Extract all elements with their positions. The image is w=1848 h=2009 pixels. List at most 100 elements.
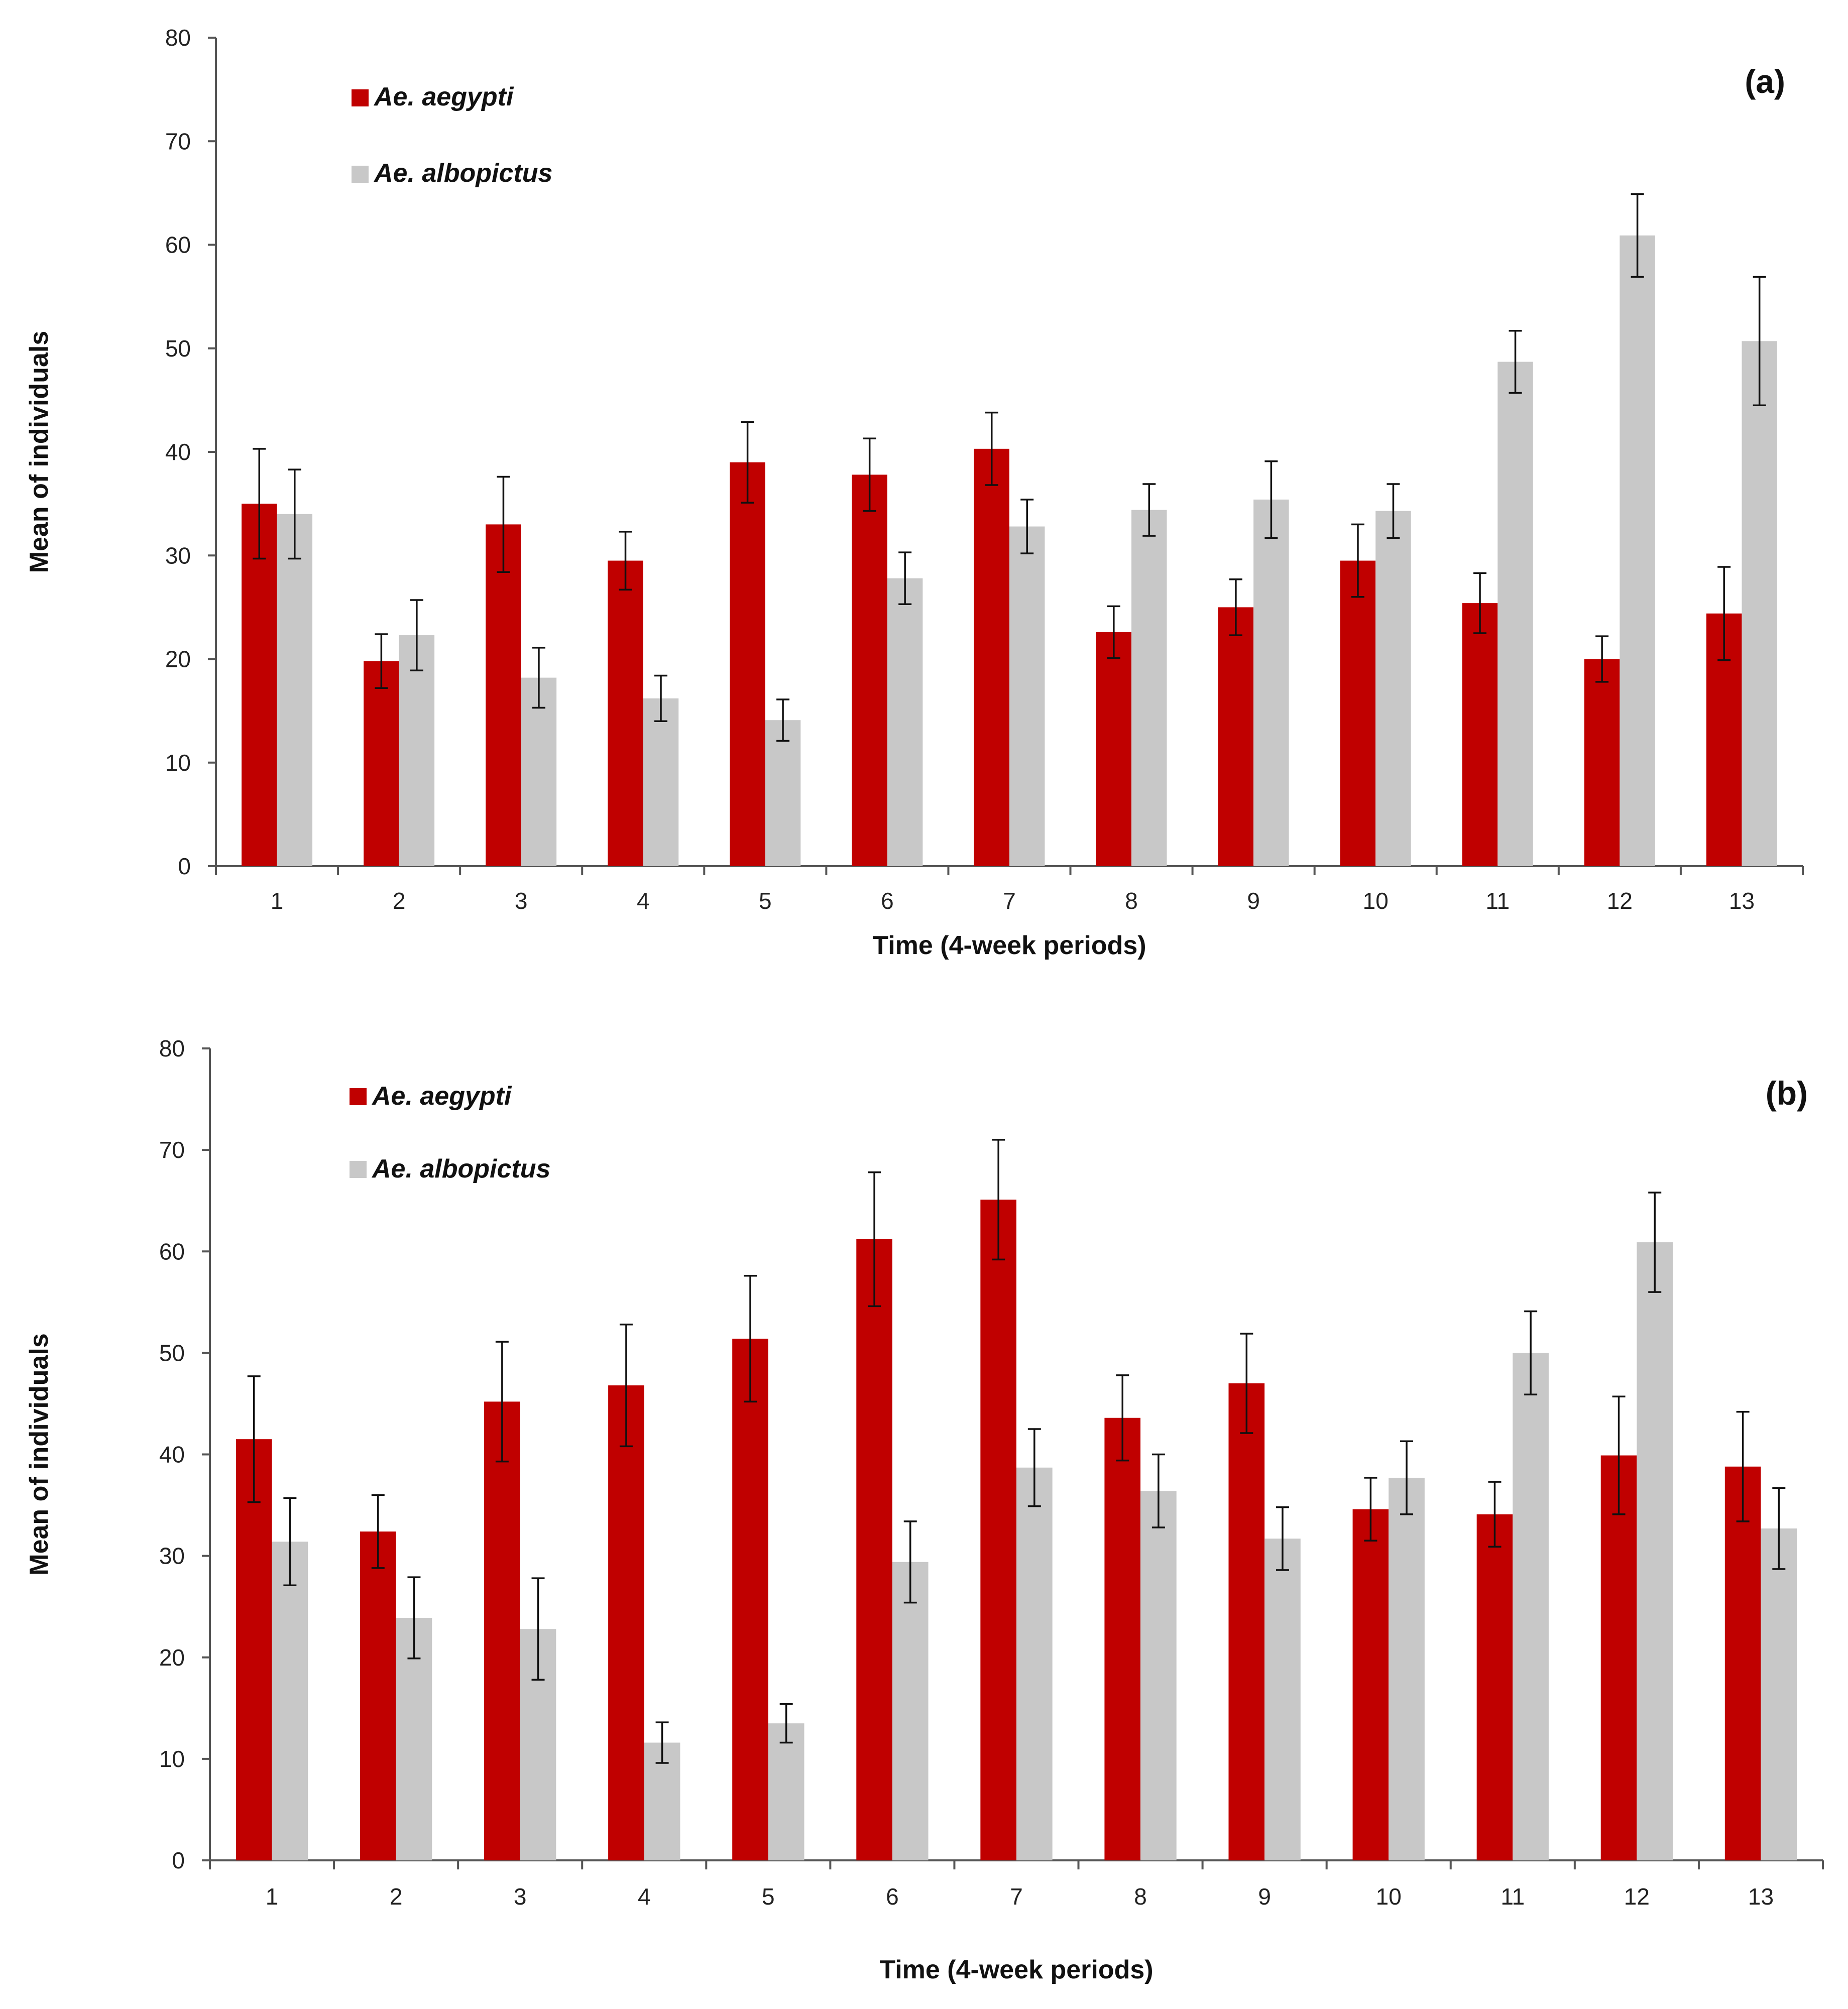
bar-aegypti — [1584, 659, 1620, 866]
y-tick-label: 0 — [178, 853, 191, 879]
y-tick-label: 70 — [165, 128, 191, 154]
error-bar — [1772, 1487, 1786, 1570]
bar-albopictus — [1009, 526, 1045, 866]
y-tick-label: 50 — [159, 1340, 185, 1366]
x-axis-title: Time (4-week periods) — [872, 931, 1146, 960]
legend-label-aegypti: Ae. aegypti — [373, 82, 514, 111]
bar-albopictus — [1742, 341, 1777, 866]
bar-aegypti — [1462, 603, 1498, 866]
error-bar — [619, 531, 632, 591]
error-bar — [1264, 460, 1278, 539]
y-tick-label: 40 — [165, 439, 191, 465]
error-bar — [410, 599, 423, 671]
x-tick-label: 9 — [1247, 888, 1260, 914]
x-tick-label: 5 — [759, 888, 772, 914]
error-bar — [1151, 1453, 1165, 1528]
bar-aegypti — [1352, 1509, 1389, 1860]
error-bar — [1351, 523, 1364, 598]
error-bar — [1020, 499, 1034, 554]
bar-albopictus — [1140, 1491, 1177, 1860]
error-bar — [1229, 578, 1242, 636]
bar-aegypti — [1600, 1455, 1637, 1860]
x-tick-label: 10 — [1363, 888, 1389, 914]
bar-aegypti — [236, 1439, 272, 1860]
error-bar — [655, 1721, 669, 1764]
bar-aegypti — [484, 1401, 520, 1860]
bar-aegypti — [1340, 560, 1376, 866]
bar-albopictus — [521, 677, 557, 866]
y-tick-label: 40 — [159, 1442, 185, 1468]
bar-aegypti — [242, 504, 277, 866]
error-bar — [371, 1494, 385, 1569]
x-tick-label: 13 — [1748, 1883, 1774, 1910]
x-axis-title: Time (4-week periods) — [879, 1955, 1153, 1984]
x-tick-label: 8 — [1134, 1883, 1147, 1910]
legend-label-albopictus: Ae. albopictus — [373, 159, 552, 188]
y-tick-label: 10 — [159, 1746, 185, 1772]
x-tick-label: 3 — [514, 1883, 527, 1910]
bar-aegypti — [1104, 1417, 1141, 1860]
x-tick-label: 9 — [1258, 1883, 1271, 1910]
y-tick-label: 80 — [165, 25, 191, 51]
bar-aegypti — [608, 1385, 644, 1860]
x-tick-label: 6 — [886, 1883, 899, 1910]
error-bar — [863, 437, 876, 512]
error-bar — [1595, 635, 1609, 683]
bar-aegypti — [1724, 1466, 1761, 1860]
bar-albopictus — [1620, 235, 1655, 866]
x-tick-label: 1 — [271, 888, 284, 914]
error-bar — [1027, 1428, 1041, 1507]
error-bar — [1717, 566, 1731, 661]
error-bar — [532, 647, 545, 709]
bar-albopictus — [1016, 1467, 1053, 1860]
legend-swatch-albopictus — [352, 166, 369, 183]
x-tick-label: 6 — [881, 888, 894, 914]
x-tick-label: 4 — [637, 888, 650, 914]
legend-swatch-aegypti — [352, 89, 369, 106]
error-bar — [288, 468, 301, 560]
error-bar — [1107, 605, 1120, 659]
error-bar — [1524, 1310, 1538, 1395]
error-bar — [1736, 1410, 1750, 1522]
y-tick-label: 10 — [165, 750, 191, 776]
bar-aegypti — [856, 1239, 892, 1860]
bar-aegypti — [730, 462, 765, 866]
bar-albopictus — [887, 578, 923, 866]
bar-aegypti — [1218, 607, 1254, 866]
bar-aegypti — [852, 475, 887, 866]
x-tick-label: 13 — [1729, 888, 1755, 914]
error-bar — [1240, 1333, 1253, 1434]
error-bar — [654, 674, 668, 722]
bar-aegypti — [486, 524, 521, 866]
x-tick-label: 11 — [1500, 1883, 1525, 1910]
y-tick-label: 30 — [165, 542, 191, 568]
x-tick-label: 3 — [515, 888, 528, 914]
y-tick-label: 30 — [159, 1543, 185, 1569]
legend-label-albopictus: Ae. albopictus — [371, 1154, 550, 1184]
bar-albopictus — [1637, 1242, 1673, 1860]
y-tick-label: 70 — [159, 1137, 185, 1163]
bar-albopictus — [277, 514, 313, 866]
panel-label: (a) — [1745, 63, 1785, 100]
error-bar — [744, 1275, 757, 1403]
error-bar — [531, 1577, 545, 1681]
bar-aegypti — [980, 1200, 1016, 1860]
bar-albopictus — [1761, 1528, 1797, 1860]
error-bar — [1364, 1477, 1377, 1542]
error-bar — [1387, 483, 1400, 539]
bar-albopictus — [399, 635, 435, 866]
x-tick-label: 12 — [1607, 888, 1633, 914]
error-bar — [868, 1171, 881, 1308]
error-bar — [898, 551, 912, 605]
y-axis-title: Mean of individuals — [25, 331, 54, 573]
panel-label: (b) — [1766, 1075, 1808, 1112]
y-tick-label: 80 — [159, 1035, 185, 1061]
error-bar — [776, 698, 790, 742]
bar-aegypti — [732, 1339, 768, 1860]
error-bar — [1612, 1395, 1626, 1515]
error-bar — [903, 1520, 917, 1604]
x-tick-label: 1 — [266, 1883, 279, 1910]
